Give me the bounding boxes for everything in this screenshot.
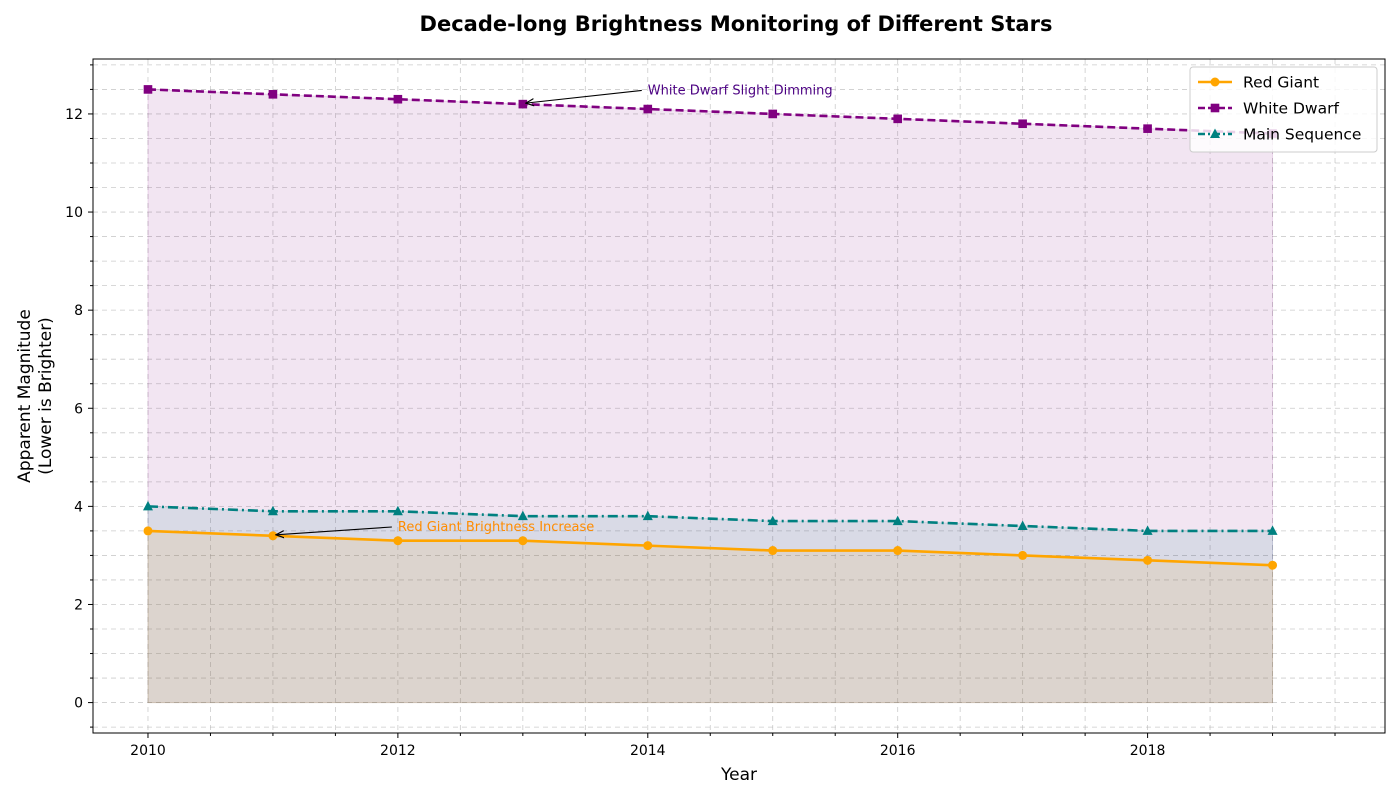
data-point <box>268 90 278 99</box>
x-tick-label: 2012 <box>380 743 416 759</box>
y-tick-label: 2 <box>74 597 83 613</box>
data-point <box>1018 119 1027 129</box>
series-red-giant <box>143 526 1278 570</box>
data-point <box>768 546 778 556</box>
area-fills <box>147 88 1274 704</box>
legend-label: Red Giant <box>1243 74 1319 92</box>
y-tick-label: 6 <box>74 401 83 417</box>
series-line-main-sequence <box>147 505 1273 533</box>
data-point <box>143 526 153 536</box>
legend: Red Giant White Dwarf Main Sequence <box>1189 66 1378 153</box>
data-point <box>518 536 528 546</box>
y-tick-label: 8 <box>74 303 83 319</box>
annotation-arrow <box>276 526 392 535</box>
y-tick-label: 10 <box>65 205 83 221</box>
legend-marker <box>1210 128 1220 138</box>
data-point <box>643 104 653 114</box>
data-point <box>1268 560 1278 570</box>
data-point <box>1143 555 1153 565</box>
data-point <box>1267 525 1278 535</box>
y-axis-label-line2: (Lower is Brighter) <box>36 317 56 475</box>
legend-box <box>1189 66 1378 153</box>
data-point <box>142 500 153 511</box>
chart-title: Decade-long Brightness Monitoring of Dif… <box>420 12 1053 36</box>
data-point <box>517 510 528 521</box>
x-tick-label: 2010 <box>130 743 166 759</box>
plot-frame <box>92 58 1386 734</box>
grid <box>93 59 1385 733</box>
annotation-text: White Dwarf Slight Dimming <box>648 83 833 98</box>
y-axis-label-line1: Apparent Magnitude <box>15 309 35 483</box>
data-point <box>768 109 778 119</box>
series-line-white-dwarf <box>147 88 1273 135</box>
y-tick-label: 0 <box>74 696 83 712</box>
data-point <box>1143 124 1152 133</box>
data-point <box>1142 525 1153 535</box>
legend-label: White Dwarf <box>1243 100 1339 118</box>
x-axis: 2010 2012 2014 2016 2018 <box>130 733 1336 759</box>
x-tick-label: 2016 <box>880 743 916 759</box>
data-point <box>268 531 278 541</box>
data-point <box>267 505 278 516</box>
annotation-text: Red Giant Brightness Increase <box>398 520 594 535</box>
annotation-arrow <box>526 89 642 103</box>
data-point <box>642 510 653 521</box>
data-point <box>893 114 902 124</box>
data-point <box>393 536 403 546</box>
y-tick-label: 4 <box>74 499 83 515</box>
series-main-sequence <box>142 500 1278 535</box>
data-point <box>392 505 403 516</box>
annotation: White Dwarf Slight Dimming <box>526 83 833 103</box>
legend-marker <box>1210 77 1220 87</box>
data-point <box>1017 520 1028 530</box>
data-point <box>518 99 528 109</box>
legend-label: Main Sequence <box>1243 126 1361 144</box>
data-point <box>643 541 653 551</box>
y-tick-label: 12 <box>65 107 83 123</box>
annotation: Red Giant Brightness Increase <box>276 520 594 535</box>
x-tick-label: 2018 <box>1130 743 1166 759</box>
data-point <box>1018 550 1028 560</box>
data-point <box>893 546 903 556</box>
x-axis-label: Year <box>720 765 757 785</box>
data-point <box>892 515 903 526</box>
y-axis: 0 2 4 6 8 10 12 <box>65 64 93 728</box>
x-tick-label: 2014 <box>630 743 666 759</box>
data-point <box>767 515 778 526</box>
data-point <box>143 85 153 94</box>
series-line-red-giant <box>147 529 1273 567</box>
data-point <box>393 94 403 104</box>
legend-marker <box>1210 103 1220 113</box>
